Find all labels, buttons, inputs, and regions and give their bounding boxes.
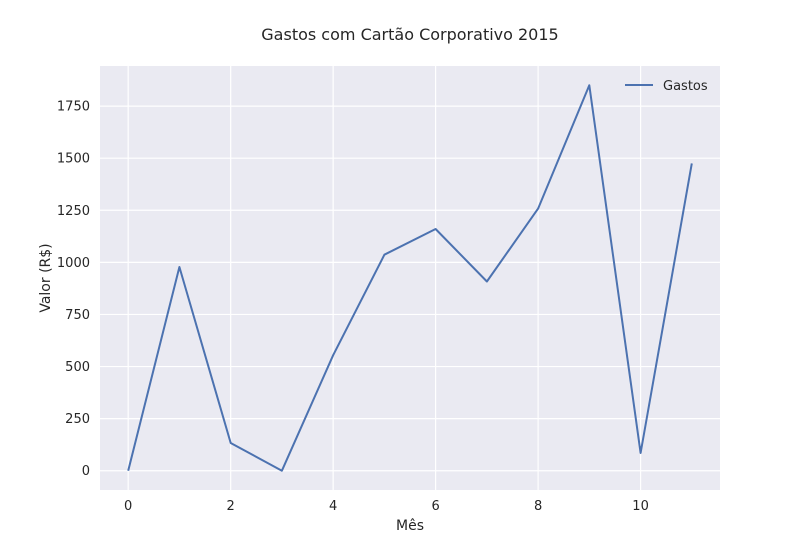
x-tick-label: 10 [632,499,649,514]
plot-background [100,66,720,490]
y-tick-label: 1250 [57,204,90,219]
data-point [383,253,385,255]
x-tick-label: 4 [329,499,337,514]
data-point [178,266,180,268]
data-point [332,354,334,356]
series-layer [127,84,693,472]
x-axis-label: Mês [396,518,424,534]
y-axis-label: Valor (R$) [38,243,54,312]
y-tick-label: 1000 [57,256,90,271]
x-tick-label: 0 [124,499,132,514]
data-point [537,207,539,209]
x-tick-label: 8 [534,499,542,514]
legend-label-gastos: Gastos [663,79,708,94]
chart-title: Gastos com Cartão Corporativo 2015 [261,25,558,44]
data-point [229,442,231,444]
data-point [588,84,590,86]
data-point [127,470,129,472]
x-tick-label: 6 [431,499,439,514]
y-tick-label: 1500 [57,152,90,167]
y-tick-label: 250 [65,412,90,427]
series-line-gastos [127,84,693,472]
data-point [281,470,283,472]
data-point [486,280,488,282]
data-point [691,162,693,164]
y-tick-label: 1750 [57,100,90,115]
y-axis-ticks: 0 250 500 750 1000 1250 1500 1750 [57,100,90,480]
data-point [639,452,641,454]
x-axis-ticks: 0 2 4 6 8 10 [124,499,649,514]
grid [100,66,720,490]
y-tick-label: 750 [65,308,90,323]
legend: Gastos [625,79,708,94]
x-tick-label: 2 [227,499,235,514]
y-tick-label: 500 [65,360,90,375]
data-point [434,228,436,230]
y-tick-label: 0 [82,464,90,479]
